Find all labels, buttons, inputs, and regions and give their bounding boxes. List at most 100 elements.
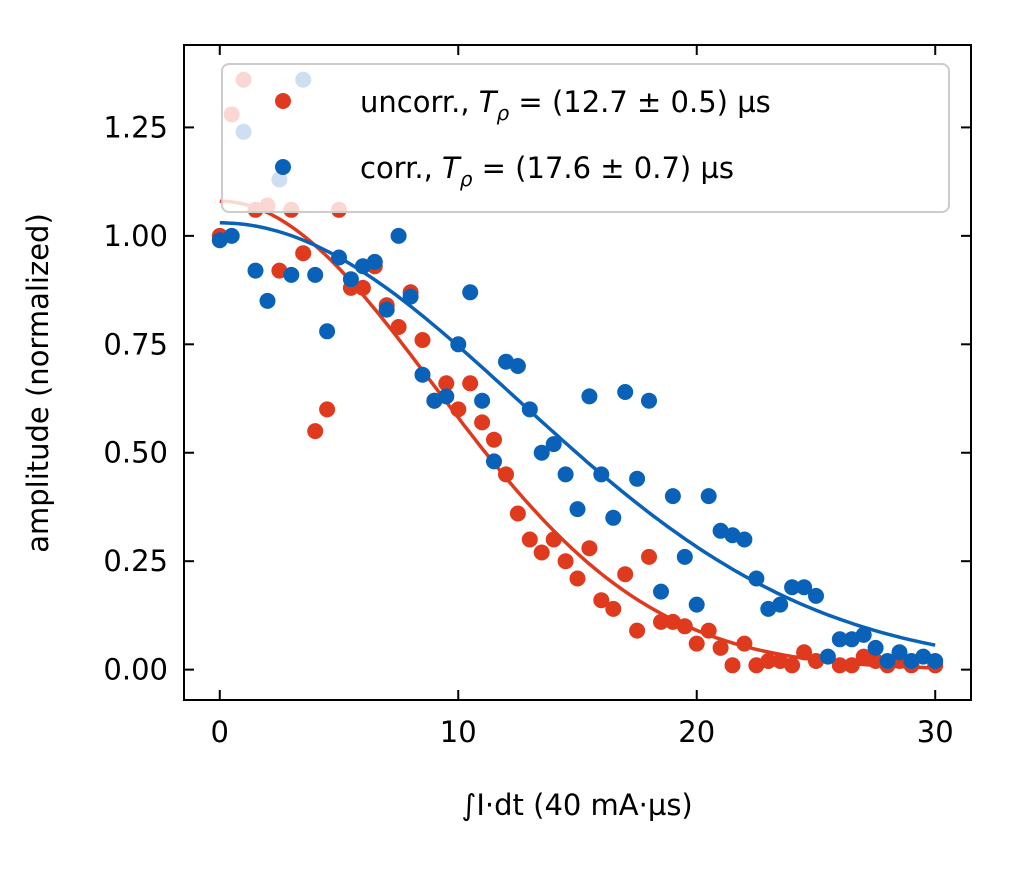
data-point-corr-51 <box>819 648 836 665</box>
data-point-corr-14 <box>378 301 395 318</box>
plot-frame <box>183 44 972 701</box>
y-tick-label: 0.50 <box>103 436 168 470</box>
data-point-uncorr-31 <box>581 540 598 557</box>
data-point-corr-40 <box>688 596 705 613</box>
data-point-uncorr-30 <box>569 570 586 587</box>
data-point-uncorr-33 <box>605 600 622 617</box>
data-point-corr-48 <box>784 579 801 596</box>
data-point-corr-33 <box>605 509 622 526</box>
data-point-uncorr-37 <box>653 613 669 630</box>
data-point-corr-38 <box>664 488 681 505</box>
data-point-corr-3 <box>247 262 264 279</box>
fit-curve-uncorr <box>219 199 936 670</box>
data-point-uncorr-39 <box>676 618 693 635</box>
data-point-uncorr-7 <box>295 245 312 262</box>
data-point-uncorr-28 <box>545 531 562 548</box>
data-point-uncorr-24 <box>498 466 514 483</box>
data-point-uncorr-43 <box>724 657 741 674</box>
data-point-corr-34 <box>617 384 634 400</box>
data-point-uncorr-19 <box>438 375 455 392</box>
data-point-corr-35 <box>629 470 646 487</box>
data-point-uncorr-36 <box>641 548 657 565</box>
data-point-uncorr-29 <box>557 553 574 570</box>
data-point-corr-4 <box>259 292 276 309</box>
data-point-corr-52 <box>831 631 848 648</box>
data-point-uncorr-26 <box>521 531 538 548</box>
data-point-uncorr-23 <box>486 431 502 448</box>
y-tick-label: 0.00 <box>103 653 168 687</box>
data-point-uncorr-20 <box>450 401 467 418</box>
data-point-corr-9 <box>319 323 336 340</box>
legend: uncorr., Tρ = (12.7 ± 0.5) µs corr., Tρ … <box>221 63 950 213</box>
data-point-uncorr-48 <box>784 657 801 674</box>
y-tick-label: 1.00 <box>103 219 168 253</box>
x-tick-label: 0 <box>211 715 229 749</box>
data-point-uncorr-42 <box>712 639 729 656</box>
data-point-uncorr-17 <box>414 332 431 348</box>
data-point-uncorr-40 <box>688 635 705 652</box>
x-tick-label: 10 <box>440 715 477 749</box>
x-tick-label: 20 <box>678 715 715 749</box>
legend-marker-uncorr <box>275 93 291 109</box>
legend-marker-corr <box>275 159 291 175</box>
data-point-corr-22 <box>474 392 491 409</box>
legend-entry-corr: corr., Tρ = (17.6 ± 0.7) µs <box>360 151 734 191</box>
data-point-corr-55 <box>867 639 884 656</box>
data-point-corr-29 <box>557 466 574 483</box>
x-tick-label: 30 <box>917 715 954 749</box>
data-point-corr-49 <box>796 579 813 596</box>
y-tick-label: 0.75 <box>103 327 168 361</box>
data-point-uncorr-35 <box>629 622 646 639</box>
data-point-corr-31 <box>581 388 598 405</box>
data-point-uncorr-27 <box>533 544 550 561</box>
data-point-corr-57 <box>891 644 908 661</box>
data-point-corr-10 <box>331 249 347 266</box>
legend-entry-uncorr: uncorr., Tρ = (12.7 ± 0.5) µs <box>360 85 771 125</box>
data-point-uncorr-21 <box>462 375 479 392</box>
data-point-corr-16 <box>402 288 419 305</box>
data-point-uncorr-8 <box>307 423 324 440</box>
data-point-corr-41 <box>700 488 717 505</box>
data-point-corr-1 <box>223 227 240 244</box>
data-point-uncorr-51 <box>831 657 848 674</box>
data-point-corr-11 <box>342 271 359 288</box>
data-point-corr-28 <box>545 436 562 453</box>
data-point-uncorr-25 <box>509 505 526 522</box>
data-point-uncorr-52 <box>843 657 860 674</box>
data-point-uncorr-49 <box>796 644 813 661</box>
data-point-corr-32 <box>593 466 610 483</box>
data-point-uncorr-44 <box>736 635 753 652</box>
axis-ticks: 0 10 20 30 0.00 0.25 0.50 0.75 1.00 1.25 <box>103 45 971 749</box>
y-tick-label: 1.25 <box>103 110 168 144</box>
data-point-uncorr-22 <box>474 414 491 431</box>
legend-box <box>221 63 950 213</box>
data-point-uncorr-15 <box>390 319 407 335</box>
data-point-corr-17 <box>414 366 431 383</box>
data-point-uncorr-41 <box>700 622 717 639</box>
data-point-corr-44 <box>736 531 753 548</box>
data-point-uncorr-12 <box>354 279 371 296</box>
y-tick-label: 0.25 <box>103 544 168 578</box>
data-point-corr-23 <box>486 453 502 470</box>
data-point-corr-56 <box>879 653 896 669</box>
data-point-corr-47 <box>772 596 789 613</box>
data-point-corr-26 <box>521 401 538 418</box>
data-point-uncorr-34 <box>617 566 634 583</box>
data-point-corr-36 <box>641 392 657 409</box>
data-point-corr-39 <box>676 548 693 565</box>
data-point-corr-15 <box>390 227 407 244</box>
data-point-corr-25 <box>509 358 526 374</box>
y-axis-label: amplitude (normalized) <box>21 213 55 553</box>
data-point-corr-37 <box>653 583 669 600</box>
data-point-corr-54 <box>855 626 872 643</box>
data-point-corr-45 <box>748 570 765 587</box>
data-point-corr-30 <box>569 501 586 518</box>
data-point-corr-6 <box>283 266 300 283</box>
data-point-corr-20 <box>450 336 467 353</box>
data-point-uncorr-46 <box>760 653 777 669</box>
data-point-corr-27 <box>533 444 550 461</box>
data-point-corr-8 <box>307 266 324 283</box>
data-point-corr-21 <box>462 284 479 301</box>
data-point-corr-50 <box>808 587 824 604</box>
